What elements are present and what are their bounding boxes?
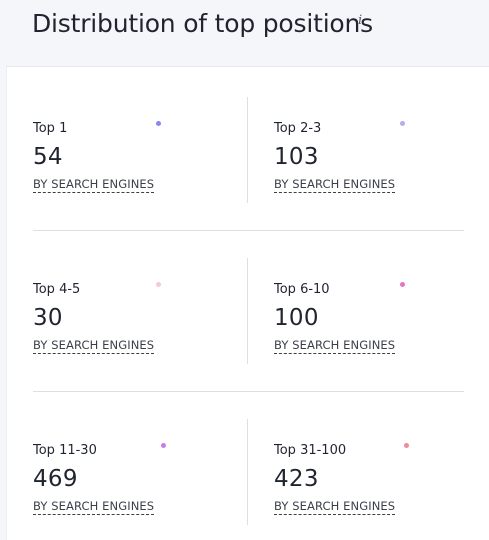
widget-header: Distribution of top positions i — [0, 0, 489, 66]
position-label: Top 31-100 — [274, 443, 347, 458]
by-search-engines-link[interactable]: BY SEARCH ENGINES — [33, 177, 155, 193]
position-label: Top 11-30 — [33, 443, 97, 458]
row-divider — [33, 391, 464, 392]
by-search-engines-link[interactable]: BY SEARCH ENGINES — [274, 177, 396, 193]
position-label: Top 6-10 — [274, 282, 330, 297]
position-count: 103 — [274, 144, 319, 170]
position-label: Top 4-5 — [33, 282, 81, 297]
by-search-engines-link[interactable]: BY SEARCH ENGINES — [274, 338, 396, 354]
legend-dot-icon — [156, 121, 161, 126]
by-search-engines-link[interactable]: BY SEARCH ENGINES — [33, 338, 155, 354]
positions-panel: Top 1 54 BY SEARCH ENGINES Top 2-3 103 B… — [6, 66, 489, 540]
position-card-top-1: Top 1 54 BY SEARCH ENGINES — [33, 97, 233, 203]
column-divider — [247, 97, 248, 203]
position-card-top-4-5: Top 4-5 30 BY SEARCH ENGINES — [33, 258, 233, 364]
legend-dot-icon — [161, 443, 166, 448]
info-icon[interactable]: i — [358, 13, 363, 28]
by-search-engines-link[interactable]: BY SEARCH ENGINES — [274, 499, 396, 515]
position-count: 469 — [33, 466, 78, 492]
column-divider — [247, 419, 248, 525]
legend-dot-icon — [400, 121, 405, 126]
by-search-engines-link[interactable]: BY SEARCH ENGINES — [33, 499, 155, 515]
position-card-top-2-3: Top 2-3 103 BY SEARCH ENGINES — [274, 97, 474, 203]
legend-dot-icon — [156, 282, 161, 287]
position-count: 100 — [274, 305, 319, 331]
position-card-top-6-10: Top 6-10 100 BY SEARCH ENGINES — [274, 258, 474, 364]
widget-title: Distribution of top positions — [32, 9, 374, 38]
position-count: 423 — [274, 466, 319, 492]
position-label: Top 2-3 — [274, 121, 322, 136]
position-count: 30 — [33, 305, 63, 331]
positions-row: Top 11-30 469 BY SEARCH ENGINES Top 31-1… — [33, 419, 470, 525]
legend-dot-icon — [400, 282, 405, 287]
position-card-top-11-30: Top 11-30 469 BY SEARCH ENGINES — [33, 419, 233, 525]
position-label: Top 1 — [33, 121, 68, 136]
column-divider — [247, 258, 248, 364]
row-divider — [33, 230, 464, 231]
position-card-top-31-100: Top 31-100 423 BY SEARCH ENGINES — [274, 419, 474, 525]
position-count: 54 — [33, 144, 63, 170]
positions-row: Top 1 54 BY SEARCH ENGINES Top 2-3 103 B… — [33, 97, 470, 203]
legend-dot-icon — [404, 443, 409, 448]
positions-row: Top 4-5 30 BY SEARCH ENGINES Top 6-10 10… — [33, 258, 470, 364]
